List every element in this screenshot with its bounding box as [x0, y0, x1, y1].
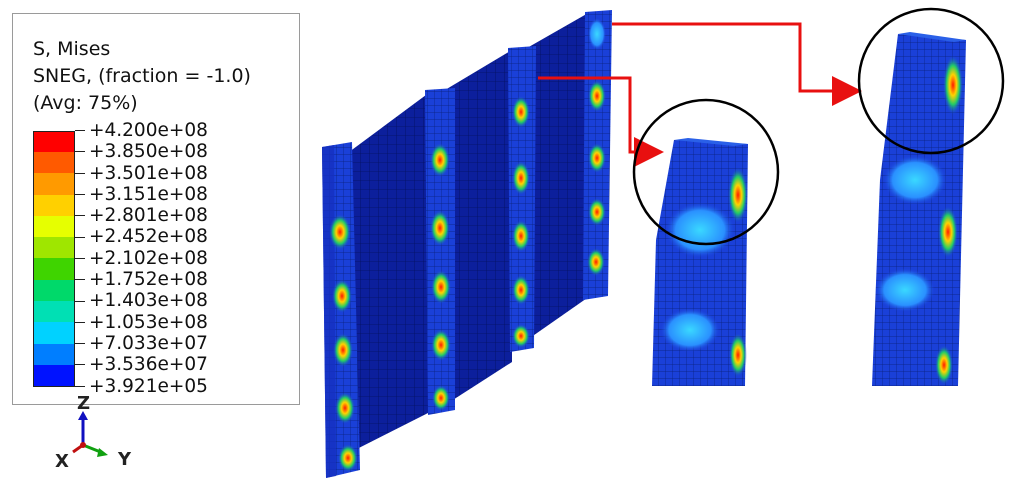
wall-studs [322, 10, 612, 478]
legend-frame-bottom [33, 386, 75, 388]
contour-legend-scale: +4.200e+08 +3.850e+08 +3.501e+08 +3.151e+08… [33, 120, 303, 397]
legend-title-variable: S, Mises [33, 38, 111, 60]
legend-tick [75, 279, 85, 281]
legend-row: +2.452e+08 [33, 226, 303, 259]
legend-value: +2.801e+08 [89, 205, 208, 227]
stud-2 [425, 88, 455, 415]
legend-color-swatch [33, 237, 75, 259]
legend-value: +2.102e+08 [89, 247, 208, 269]
legend-row: +2.102e+08 [33, 247, 303, 280]
zoom-circle-middle [632, 98, 780, 246]
wall-panel-1 [345, 92, 430, 455]
legend-color-swatch [33, 130, 75, 152]
legend-color-swatch [33, 301, 75, 323]
legend-value: +7.033e+07 [89, 332, 208, 354]
legend-color-swatch [33, 322, 75, 344]
legend-color-swatch [33, 364, 75, 387]
wall-panel-2 [445, 50, 512, 405]
legend-value: +3.536e+07 [89, 354, 208, 376]
z-axis-label: Z [77, 395, 90, 414]
legend-color-swatch [33, 151, 75, 174]
legend-row: +3.536e+07 [33, 354, 303, 387]
legend-color-swatch [33, 215, 75, 238]
stud-4 [583, 10, 612, 300]
legend-tick [75, 151, 85, 153]
callout-arrow-right [612, 22, 862, 106]
legend-tick [75, 236, 85, 238]
legend-value: +3.151e+08 [89, 183, 208, 205]
legend-value: +4.200e+08 [89, 120, 208, 141]
legend-tick [75, 364, 85, 366]
legend-value: +3.850e+08 [89, 141, 208, 163]
legend-title-averaging: (Avg: 75%) [33, 92, 138, 114]
zoom-detail-right [857, 7, 1005, 386]
axis-triad: Z X Y [55, 395, 132, 472]
legend-color-swatch [33, 173, 75, 195]
legend-row: +2.801e+08 [33, 205, 303, 238]
legend-row: +3.151e+08 [33, 183, 303, 216]
legend-tick [75, 321, 85, 323]
legend-tick [75, 130, 85, 132]
legend-row: +1.752e+08 [33, 269, 303, 302]
legend-tick [75, 215, 85, 217]
legend-color-swatch [33, 279, 75, 302]
wall-panel-3 [527, 12, 590, 340]
wall-panels [345, 12, 590, 455]
legend-color-swatch [33, 258, 75, 280]
stud-1 [322, 142, 360, 478]
legend-row: +3.921e+05 [33, 376, 303, 397]
legend-value: +3.501e+08 [89, 162, 208, 184]
stud-3 [508, 46, 536, 352]
legend-row: +3.850e+08 [33, 141, 303, 174]
legend-color-swatch [33, 343, 75, 365]
y-axis-label: Y [117, 449, 132, 470]
zoom-detail-middle [632, 98, 780, 386]
legend-row: +3.501e+08 [33, 162, 303, 195]
legend-row: +1.053e+08 [33, 311, 303, 344]
legend-tick [75, 194, 85, 196]
legend-tick [75, 343, 85, 345]
x-axis-label: X [55, 451, 69, 472]
legend-value: +1.403e+08 [89, 290, 208, 312]
legend-title-section: SNEG, (fraction = -1.0) [33, 65, 251, 87]
legend-value: +1.752e+08 [89, 269, 208, 291]
legend-value: +1.053e+08 [89, 311, 208, 333]
legend-tick [75, 385, 85, 387]
contour-legend-panel: S, Mises SNEG, (fraction = -1.0) (Avg: 7… [12, 13, 300, 405]
legend-value: +2.452e+08 [89, 226, 208, 248]
callout-arrows [538, 22, 862, 167]
legend-tick [75, 257, 85, 259]
legend-color-swatch [33, 194, 75, 216]
legend-row: +4.200e+08 [33, 120, 303, 152]
legend-row: +1.403e+08 [33, 290, 303, 323]
legend-tick [75, 300, 85, 302]
legend-tick [75, 172, 85, 174]
legend-frame-top [33, 130, 75, 132]
callout-arrow-middle [538, 76, 664, 167]
legend-value: +3.921e+05 [89, 375, 208, 397]
legend-row: +7.033e+07 [33, 332, 303, 365]
zoom-circle-right [857, 7, 1005, 155]
